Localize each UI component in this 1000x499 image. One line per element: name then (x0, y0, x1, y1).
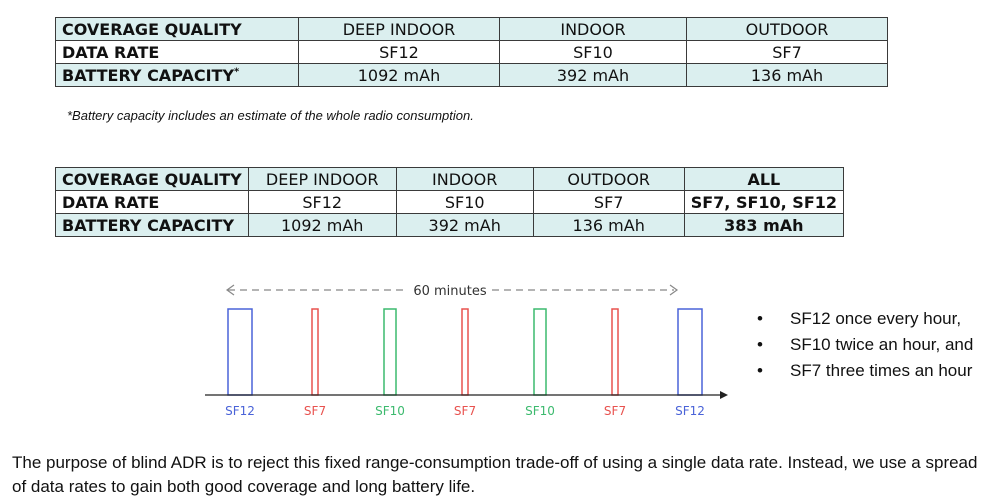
pulse-label: SF10 (375, 404, 405, 418)
table-cell: SF7, SF10, SF12 (683, 190, 845, 214)
table-cell: 383 mAh (683, 213, 845, 237)
transmission-timeline: 60 minutes SF12 SF7 SF10 SF7 SF10 SF7 SF12 (205, 284, 728, 418)
row-header: COVERAGE QUALITY (55, 167, 249, 191)
bullet-icon: • (757, 335, 763, 354)
row-header-text: BATTERY CAPACITY (62, 65, 235, 85)
row-header: BATTERY CAPACITY* (55, 63, 299, 87)
table-cell: SF10 (395, 190, 534, 214)
pulse-sf12 (677, 308, 703, 396)
table-cell: 1092 mAh (247, 213, 397, 237)
pulse-label: SF10 (525, 404, 555, 418)
bullet-icon: • (757, 361, 763, 380)
table-cell: SF12 (247, 190, 397, 214)
arrow-left-icon (225, 284, 235, 296)
table-cell: DEEP INDOOR (247, 167, 397, 191)
pulse-sf10 (383, 308, 397, 396)
time-span-indicator: 60 minutes (225, 284, 679, 299)
arrow-right-icon (669, 284, 679, 296)
list-item-text: SF7 three times an hour (790, 361, 973, 380)
row-header: DATA RATE (55, 40, 299, 64)
pulse-label: SF12 (675, 404, 705, 418)
coverage-table-combined: COVERAGE QUALITY DEEP INDOOR INDOOR OUTD… (55, 167, 845, 237)
pulse-sf7 (461, 308, 469, 396)
table-cell: SF12 (298, 40, 500, 64)
table-cell: 1092 mAh (298, 63, 500, 87)
table-cell: 136 mAh (532, 213, 685, 237)
table-cell: SF7 (532, 190, 685, 214)
table-cell: DEEP INDOOR (298, 17, 500, 41)
table-cell: OUTDOOR (686, 17, 888, 41)
pulse-label: SF7 (454, 404, 476, 418)
body-paragraph: The purpose of blind ADR is to reject th… (12, 453, 978, 496)
row-header: BATTERY CAPACITY (55, 213, 249, 237)
pulse-label: SF12 (225, 404, 255, 418)
row-header: COVERAGE QUALITY (55, 17, 299, 41)
table-row: COVERAGE QUALITY DEEP INDOOR INDOOR OUTD… (55, 167, 845, 191)
table-footnote: *Battery capacity includes an estimate o… (67, 108, 474, 123)
pulse-sf12 (227, 308, 253, 396)
table-cell: INDOOR (499, 17, 687, 41)
list-item: • SF10 twice an hour, and (757, 332, 973, 358)
table-cell: SF7 (686, 40, 888, 64)
pulse-sf10 (533, 308, 547, 396)
span-label: 60 minutes (413, 284, 487, 299)
pulse-label: SF7 (304, 404, 326, 418)
footnote-marker: * (234, 66, 240, 78)
table-cell: 136 mAh (686, 63, 888, 87)
table-cell: OUTDOOR (532, 167, 685, 191)
table-row: COVERAGE QUALITY DEEP INDOOR INDOOR OUTD… (55, 17, 888, 41)
list-item-text: SF10 twice an hour, and (790, 335, 974, 354)
table-cell: SF10 (499, 40, 687, 64)
list-item-text: SF12 once every hour, (790, 309, 962, 328)
table-row: DATA RATE SF12 SF10 SF7 (55, 40, 888, 64)
list-item: • SF7 three times an hour (757, 358, 973, 384)
table-cell: 392 mAh (499, 63, 687, 87)
list-item: • SF12 once every hour, (757, 306, 973, 332)
pulse-sf7 (611, 308, 619, 396)
axis-arrow-icon (720, 391, 728, 399)
pulse-sf7 (311, 308, 319, 396)
pulse-label: SF7 (604, 404, 626, 418)
schedule-list: • SF12 once every hour, • SF10 twice an ho… (757, 306, 973, 384)
row-header: DATA RATE (55, 190, 249, 214)
table-cell: ALL (683, 167, 845, 191)
table-row: BATTERY CAPACITY* 1092 mAh 392 mAh 136 m… (55, 63, 888, 87)
table-cell: 392 mAh (395, 213, 534, 237)
table-row: DATA RATE SF12 SF10 SF7 SF7, SF10, SF12 (55, 190, 845, 214)
table-row: BATTERY CAPACITY 1092 mAh 392 mAh 136 mA… (55, 213, 845, 237)
pulse-group: SF12 SF7 SF10 SF7 SF10 SF7 SF12 (225, 308, 705, 418)
coverage-table-single: COVERAGE QUALITY DEEP INDOOR INDOOR OUTD… (55, 17, 888, 87)
table-cell: INDOOR (395, 167, 534, 191)
bullet-icon: • (757, 309, 763, 328)
